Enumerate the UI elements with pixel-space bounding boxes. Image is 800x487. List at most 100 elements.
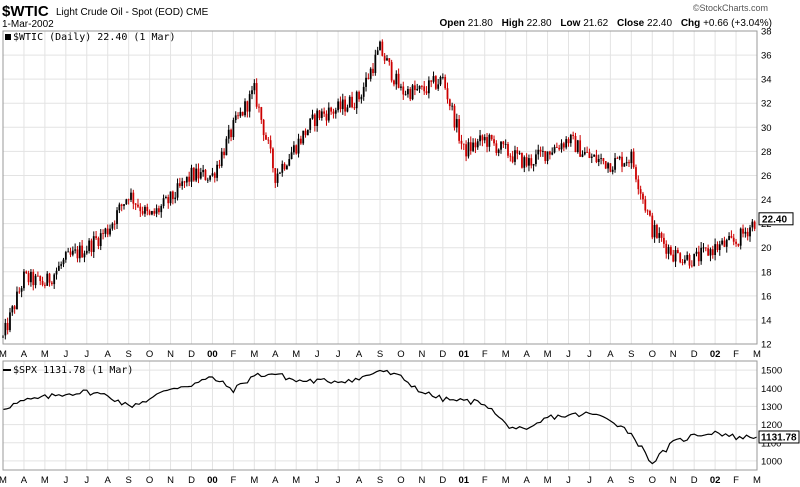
chg-value: +0.66 (+3.04%) (703, 18, 772, 29)
candle-body (381, 41, 384, 56)
candle-body (78, 245, 81, 259)
spx-x-tick: F (230, 475, 236, 486)
price-legend: $WTIC (Daily) 22.40 (1 Mar) (13, 32, 176, 43)
price-y-tick: 14 (761, 315, 772, 326)
candle-body (174, 197, 177, 199)
candle-body (253, 83, 256, 91)
spx-x-tick: J (336, 475, 341, 486)
candle-body (581, 154, 584, 157)
spx-x-tick: M (0, 475, 7, 486)
candle-body (642, 193, 644, 200)
candle-body (85, 250, 88, 254)
candle-body (46, 273, 49, 286)
candle-body (674, 250, 677, 262)
candle-body (434, 76, 437, 89)
price-grid (2, 30, 758, 345)
price-x-tick: M (250, 349, 258, 360)
candle-body (593, 154, 595, 157)
price-x-tick: J (566, 349, 571, 360)
candle-body (90, 240, 93, 252)
candle-body (216, 164, 218, 178)
spx-x-tick: M (544, 475, 552, 486)
candle-body (714, 244, 717, 255)
candle-body (742, 228, 744, 234)
candle-body (339, 101, 342, 110)
candle-body (504, 144, 507, 145)
candle-body (702, 247, 705, 249)
price-y-tick: 28 (761, 147, 772, 158)
spx-x-tick: S (377, 475, 383, 486)
candle-body (395, 73, 398, 85)
candle-body (332, 111, 335, 114)
candle-body (404, 94, 407, 96)
description-text: Light Crude Oil - Spot (EOD) (56, 7, 184, 18)
candle-body (386, 58, 388, 61)
candle-body (441, 76, 444, 78)
low-value: 21.62 (583, 18, 609, 29)
price-x-tick: D (188, 349, 195, 360)
candle-body (330, 107, 333, 112)
price-x-tick: J (336, 349, 341, 360)
candle-body (528, 158, 530, 166)
candle-body (81, 245, 84, 258)
candle-body (535, 154, 537, 165)
candle-body (206, 179, 209, 181)
candle-body (630, 151, 633, 164)
price-x-tick: S (125, 349, 131, 360)
candle-body (346, 107, 349, 112)
price-x-tick: 02 (710, 349, 721, 360)
candle-body (211, 173, 214, 176)
candle-body (607, 163, 609, 169)
candle-body (628, 162, 630, 164)
candle-body (481, 135, 484, 141)
candle-body (604, 161, 607, 169)
candle-body (672, 254, 675, 262)
price-x-tick: J (315, 349, 320, 360)
candle-body (99, 233, 102, 246)
candle-body (469, 142, 472, 151)
candle-body (127, 199, 130, 201)
candle-body (27, 273, 30, 283)
spx-y-tick: 1400 (761, 384, 782, 395)
price-y-tick: 30 (761, 123, 772, 134)
candle-body (416, 88, 419, 91)
spx-x-tick: N (670, 475, 677, 486)
price-x-tick: D (439, 349, 446, 360)
candle-body (369, 68, 372, 79)
candle-body (579, 140, 582, 157)
candle-body (574, 136, 577, 153)
candle-body (176, 183, 179, 198)
candle-body (55, 270, 58, 275)
spx-x-tick: A (607, 475, 614, 486)
candle-body (76, 249, 79, 259)
high-value: 22.80 (526, 18, 552, 29)
candle-body (372, 68, 374, 74)
price-x-tick: M (502, 349, 510, 360)
candle-body (407, 88, 409, 95)
close-value: 22.40 (647, 18, 673, 29)
candle-body (265, 135, 267, 140)
candle-body (725, 239, 728, 247)
spx-x-tick: A (356, 475, 363, 486)
spx-x-tick: 01 (458, 475, 469, 486)
candle-body (53, 274, 56, 285)
candle-body (495, 143, 498, 153)
candle-body (656, 224, 658, 238)
candle-body (16, 291, 18, 310)
candle-body (444, 76, 447, 89)
chg-label: Chg (680, 18, 701, 29)
candle-body (318, 110, 321, 118)
candle-body (358, 91, 360, 100)
candle-body (418, 85, 421, 89)
price-x-tick: N (670, 349, 677, 360)
spx-x-tick: 02 (710, 475, 721, 486)
candle-body (651, 215, 654, 238)
candle-body (281, 163, 284, 173)
price-x-tick: 01 (458, 349, 469, 360)
price-y-tick: 38 (761, 27, 772, 38)
candle-body (562, 143, 565, 148)
candle-body (453, 105, 456, 128)
symbol-title: $WTIC (2, 3, 49, 20)
candle-body (320, 111, 323, 118)
candle-body (560, 143, 563, 150)
